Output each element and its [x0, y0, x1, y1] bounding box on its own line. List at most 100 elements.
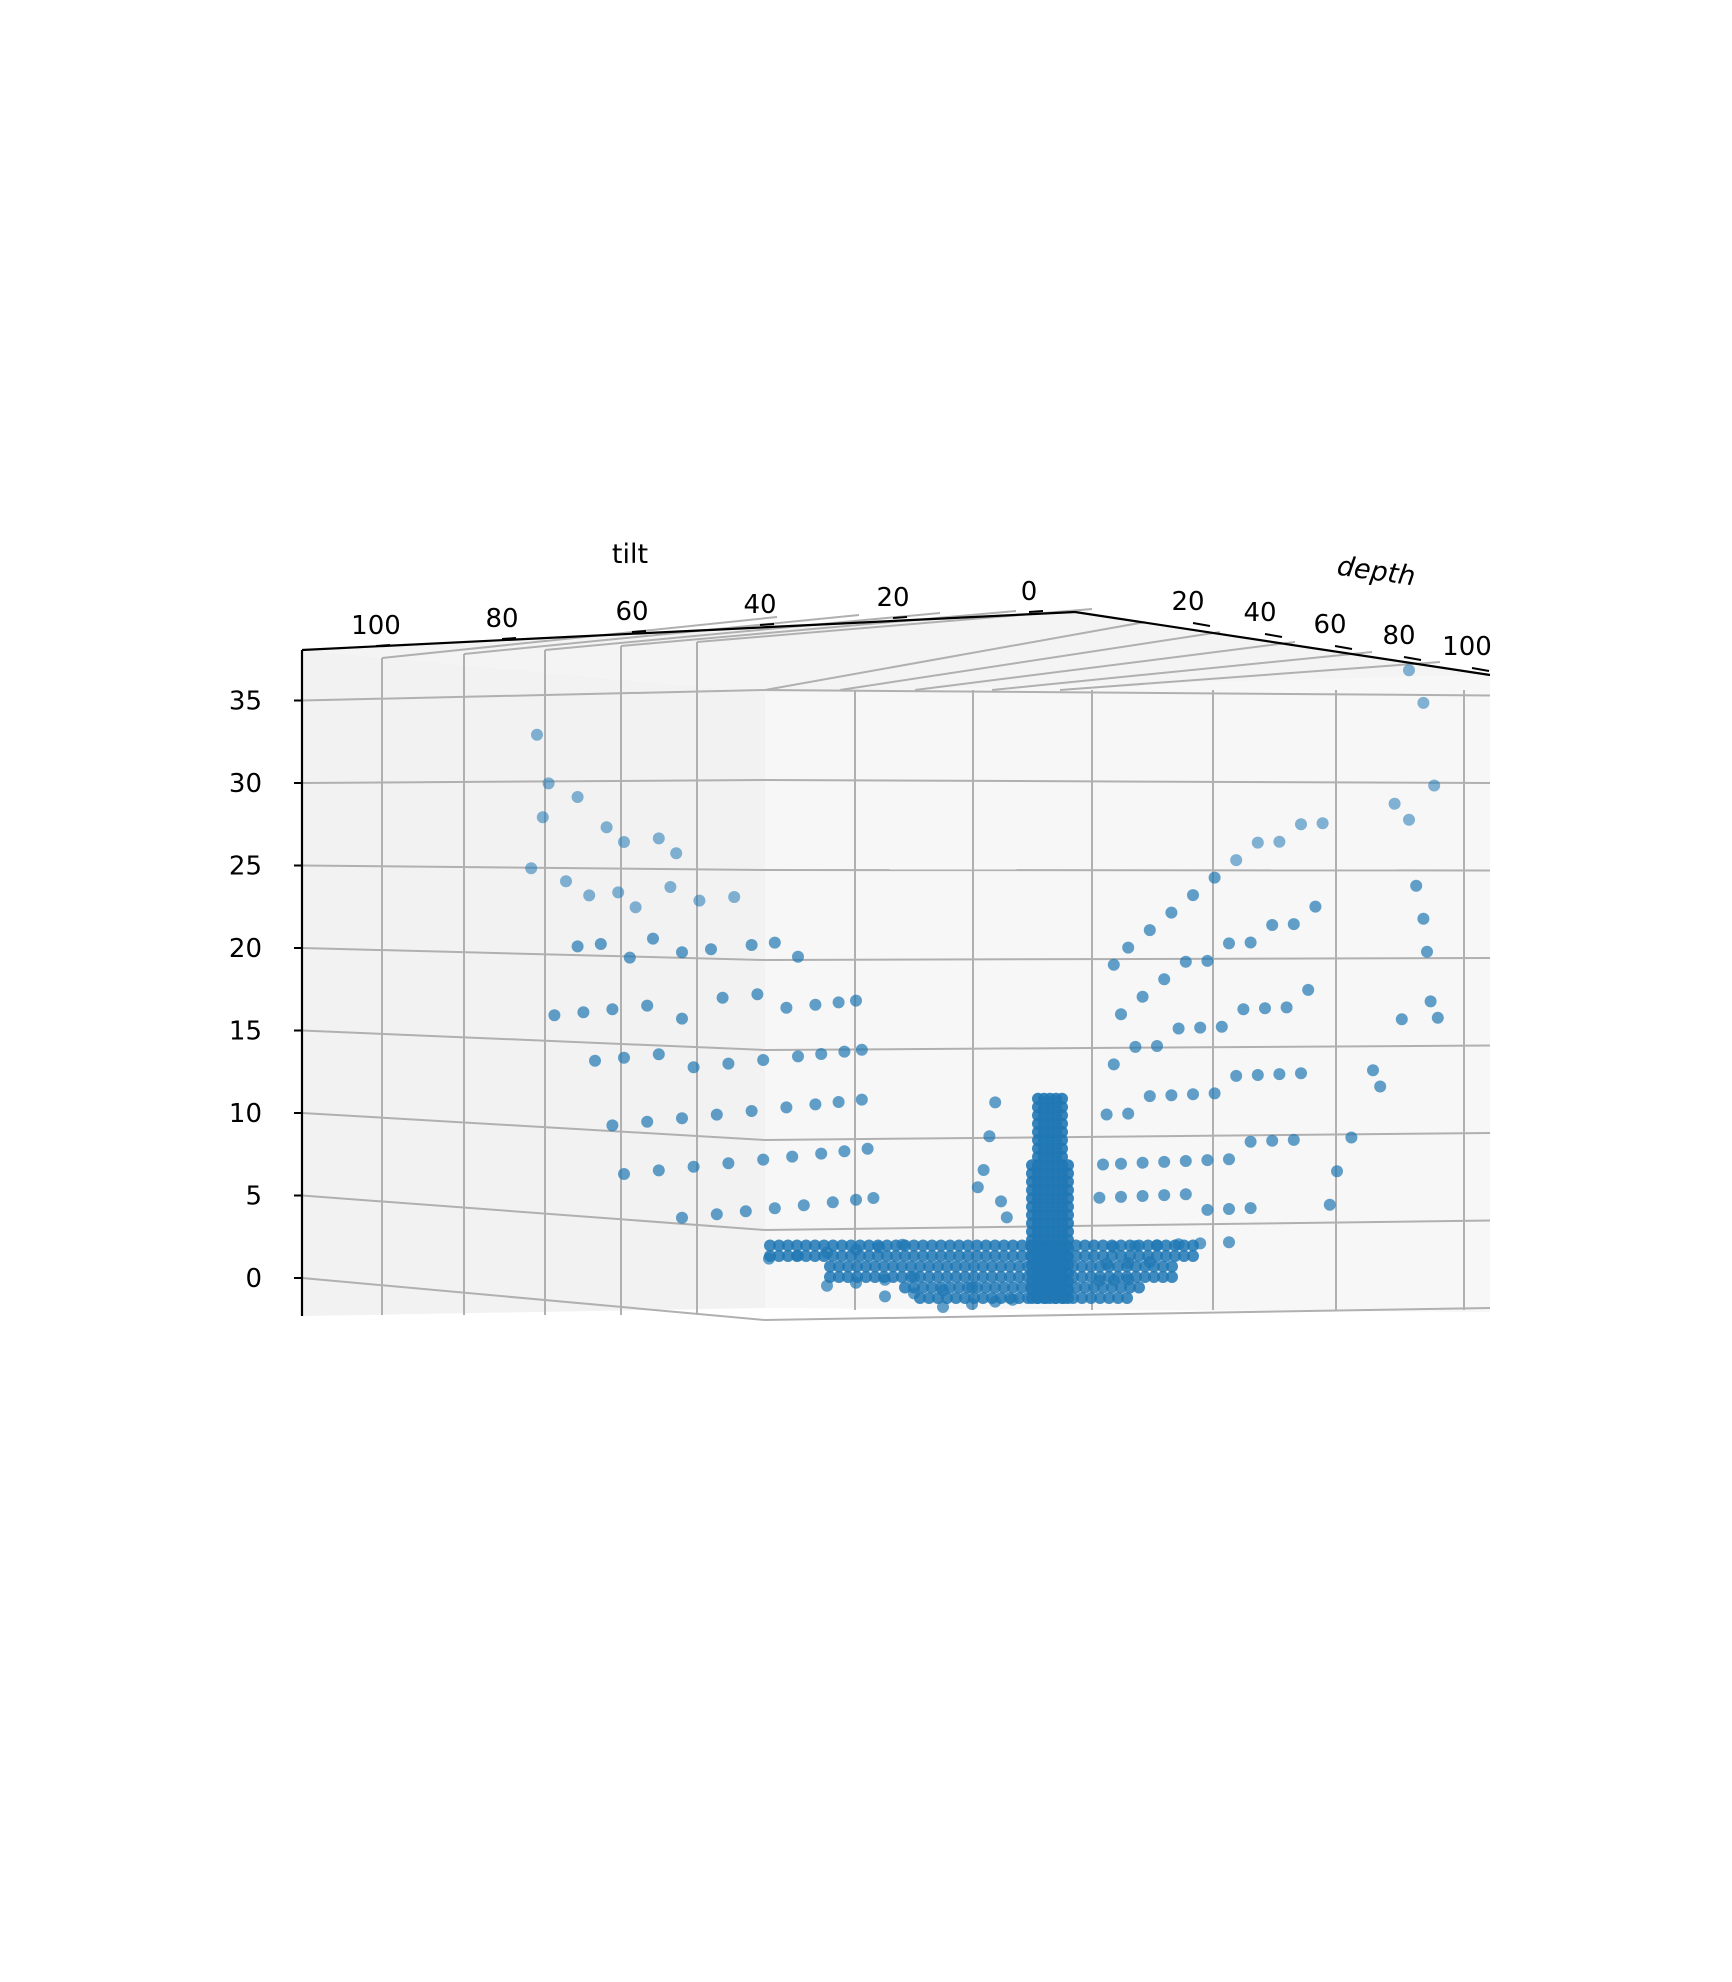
scatter-point [1151, 1040, 1163, 1052]
scatter-point [977, 1271, 989, 1283]
scatter-point [1316, 817, 1329, 830]
scatter-point [1201, 1154, 1214, 1167]
scatter-point [1088, 1250, 1100, 1262]
scatter-point [780, 1101, 793, 1114]
y-tick-label: 80 [1382, 621, 1415, 651]
scatter-point [962, 1281, 974, 1294]
scatter-point [1431, 1011, 1444, 1024]
scatter-point [1244, 936, 1257, 949]
scatter-point [1093, 1191, 1106, 1204]
scatter-point [1160, 1250, 1172, 1262]
scatter-point [1124, 1281, 1136, 1294]
scatter-point [618, 1168, 630, 1180]
scatter-point [687, 1160, 700, 1173]
scatter-point [838, 1045, 851, 1058]
scatter-point [1100, 1108, 1113, 1121]
scatter-point [1107, 958, 1120, 971]
scatter-point [854, 1239, 866, 1252]
scatter-point [612, 886, 625, 899]
scatter-point [1139, 1271, 1151, 1283]
scatter-point [998, 1281, 1010, 1294]
scatter-point [1043, 1281, 1055, 1294]
scatter-point [652, 1048, 665, 1061]
scatter-point [1121, 1271, 1133, 1283]
scatter-point [1410, 879, 1423, 892]
scatter-point [1040, 1271, 1052, 1283]
scatter-point [995, 1271, 1007, 1283]
scatter-point [1133, 1281, 1145, 1294]
scatter-point [995, 1292, 1007, 1304]
scatter-point [1208, 1087, 1221, 1100]
scatter-point [1097, 1281, 1109, 1294]
scatter-point [1139, 1260, 1151, 1273]
scatter-point [1097, 1239, 1109, 1252]
scatter-point [1112, 1292, 1124, 1304]
scatter-point [676, 1211, 688, 1224]
scatter-point [818, 1250, 830, 1262]
scatter-point [1129, 1040, 1142, 1053]
scatter-point [1056, 1117, 1068, 1130]
scatter-point [986, 1260, 998, 1273]
scatter-point [809, 1098, 822, 1111]
scatter-point [1273, 1068, 1286, 1081]
scatter-point [899, 1239, 911, 1252]
scatter-point [1097, 1158, 1109, 1171]
scatter-point [782, 1250, 794, 1262]
z-grid-back [764, 869, 1491, 872]
scatter-point [1007, 1239, 1019, 1252]
scatter-point [878, 1260, 890, 1273]
scatter-point [1259, 1002, 1271, 1015]
x-tick-mark [631, 630, 647, 633]
scatter-point [1115, 1281, 1127, 1294]
scatter-point [1151, 1239, 1163, 1252]
scatter-point [780, 1001, 793, 1014]
axis-lines [300, 610, 1491, 1316]
y-tick-mark [1264, 633, 1283, 638]
scatter-point [977, 1260, 989, 1273]
scatter-point [1058, 1271, 1070, 1283]
scatter-point [950, 1260, 962, 1273]
scatter-point [809, 1239, 821, 1252]
scatter-point [953, 1281, 965, 1294]
left-pane [302, 650, 765, 1316]
scatter-point [1061, 1250, 1073, 1262]
scatter-point [1266, 919, 1279, 931]
scatter-point [1187, 889, 1199, 902]
scatter-point [1331, 1165, 1343, 1178]
top-grid [381, 616, 778, 659]
scatter-point [869, 1260, 881, 1273]
scatter-point [855, 1093, 868, 1106]
scatter-point [1067, 1271, 1079, 1283]
scatter-point [845, 1239, 857, 1252]
scatter-point [881, 1250, 893, 1262]
scatter-point [1062, 1217, 1074, 1230]
scatter-point [1004, 1271, 1016, 1283]
scatter-point [641, 999, 654, 1012]
scatter-point [842, 1271, 854, 1283]
scatter-point [826, 1196, 839, 1209]
x-tick-mark [1028, 610, 1044, 613]
scatter-point [1295, 818, 1307, 831]
scatter-point [983, 1130, 996, 1143]
x-tick-label: 100 [351, 611, 401, 641]
scatter-point [1157, 1260, 1169, 1273]
scatter-point [861, 1142, 874, 1155]
scatter-point [693, 894, 706, 907]
scatter-point [845, 1250, 857, 1262]
scatter-point [739, 1205, 752, 1218]
scatter-point [1004, 1260, 1016, 1273]
scatter-point [977, 1164, 990, 1176]
scatter-point [1165, 906, 1178, 919]
scatter-point [977, 1292, 989, 1304]
scatter-point [773, 1250, 785, 1262]
y-tick-label: 60 [1313, 610, 1346, 640]
x-tick-label: 40 [743, 590, 776, 620]
scatter-point [962, 1250, 974, 1262]
scatter-point [863, 1239, 875, 1252]
scatter-point [764, 1239, 776, 1252]
scatter-point [1031, 1271, 1043, 1283]
scatter-point [786, 1150, 799, 1163]
scatter-point [1367, 1064, 1379, 1077]
scatter-point [710, 1208, 723, 1221]
z-grid-back [764, 1219, 1491, 1231]
